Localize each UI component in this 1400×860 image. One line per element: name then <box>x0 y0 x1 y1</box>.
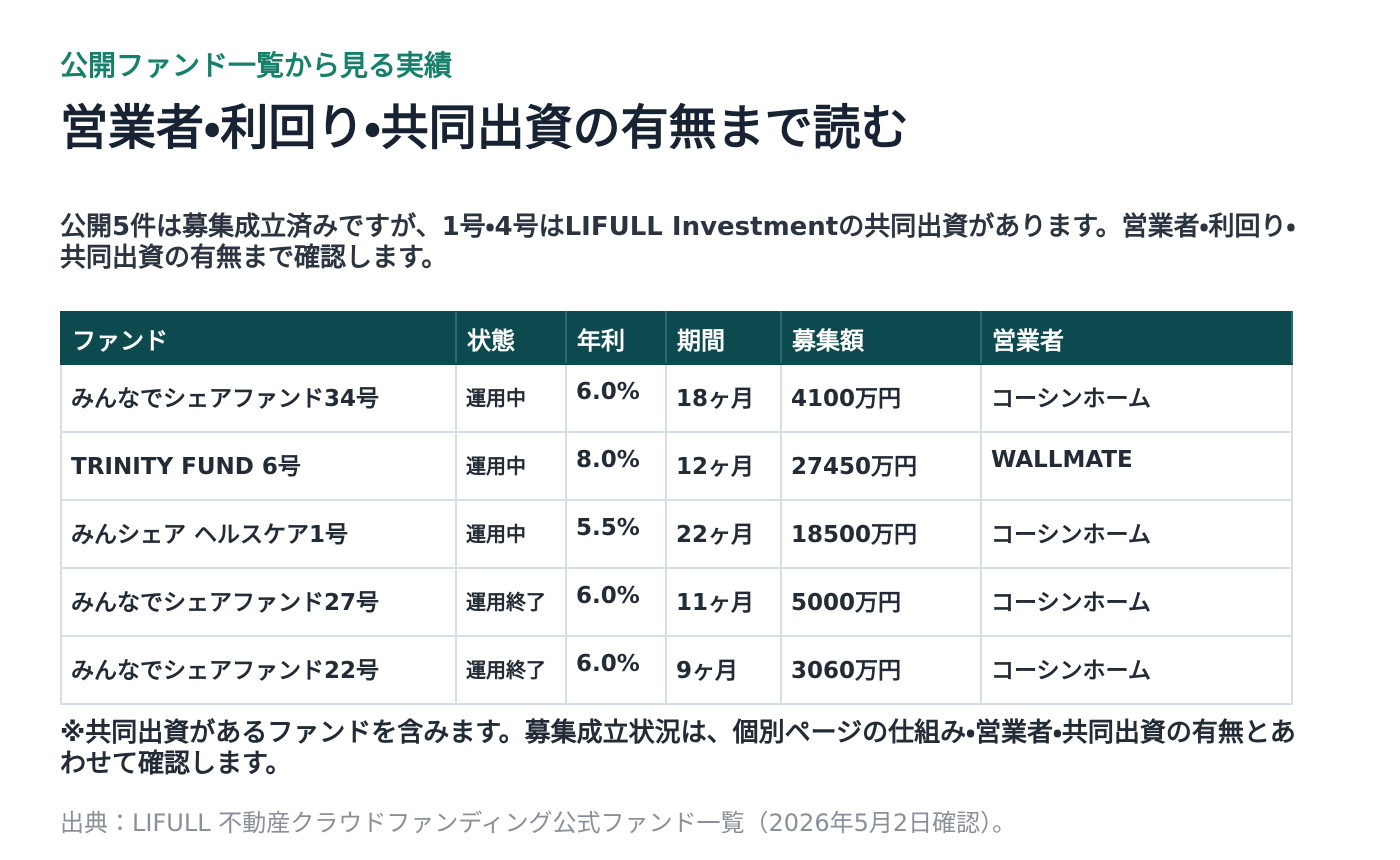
table-cell: 運用終了 <box>455 567 567 637</box>
table-cell: 18500万円 <box>780 499 982 569</box>
table-row: みんなでシェアファンド34号 運用中 6.0% 18ヶ月 4100万円 コーシンホーム <box>60 363 1293 433</box>
table-cell: WALLMATE <box>980 431 1293 501</box>
table-row: みんなでシェアファンド22号 運用終了 6.0% 9ヶ月 3060万円 コーシンホーム <box>60 635 1293 705</box>
table-cell: 3060万円 <box>780 635 982 705</box>
table-body: みんなでシェアファンド34号 運用中 6.0% 18ヶ月 4100万円 コーシンホーム TR… <box>60 363 1293 705</box>
table-row: TRINITY FUND 6号 運用中 8.0% 12ヶ月 27450万円 WALLMAT… <box>60 431 1293 501</box>
table-cell: コーシンホーム <box>980 567 1293 637</box>
header-row: ファンド 状態 年利 期間 募集額 営業者 <box>60 311 1293 365</box>
table-cell: 6.0% <box>565 363 667 433</box>
source: 出典：LIFULL 不動産クラウドファンディング公式ファンド一覧（2026年5月… <box>60 809 1017 837</box>
table-cell: 6.0% <box>565 567 667 637</box>
table-cell: コーシンホーム <box>980 635 1293 705</box>
table-cell: TRINITY FUND 6号 <box>60 431 457 501</box>
title: 営業者・利回り・共同出資の有無まで読む <box>60 100 909 156</box>
header-cell: 年利 <box>565 311 667 365</box>
header-cell: ファンド <box>60 311 457 365</box>
header-cell: 期間 <box>665 311 782 365</box>
table-cell: 運用中 <box>455 363 567 433</box>
table-cell: 18ヶ月 <box>665 363 782 433</box>
table-cell: 8.0% <box>565 431 667 501</box>
table-cell: 12ヶ月 <box>665 431 782 501</box>
header-cell: 状態 <box>455 311 567 365</box>
header-cell: 営業者 <box>980 311 1293 365</box>
table-cell: 4100万円 <box>780 363 982 433</box>
table-cell: 運用中 <box>455 431 567 501</box>
table-cell: みんなでシェアファンド34号 <box>60 363 457 433</box>
table-cell: みんなでシェアファンド22号 <box>60 635 457 705</box>
table-cell: 運用中 <box>455 499 567 569</box>
table-cell: 9ヶ月 <box>665 635 782 705</box>
table-cell: みんシェア ヘルスケア1号 <box>60 499 457 569</box>
table-cell: 6.0% <box>565 635 667 705</box>
fund-table: ファンド 状態 年利 期間 募集額 営業者 みんなでシェアファンド34号 運用中 6.0% 18… <box>60 311 1293 705</box>
note: ※共同出資があるファンドを含みます。募集成立状況は、個別ページの仕組み・営業者・… <box>60 718 1296 779</box>
table-cell: 運用終了 <box>455 635 567 705</box>
table-cell: コーシンホーム <box>980 363 1293 433</box>
table-cell: みんなでシェアファンド27号 <box>60 567 457 637</box>
table-cell: 5.5% <box>565 499 667 569</box>
lead: 公開5件は募集成立済みですが、1号・4号はLIFULL Investmentの共… <box>60 212 1296 273</box>
table-cell: コーシンホーム <box>980 499 1293 569</box>
table-cell: 27450万円 <box>780 431 982 501</box>
eyebrow: 公開ファンド一覧から見る実績 <box>60 49 453 82</box>
table-cell: 22ヶ月 <box>665 499 782 569</box>
header-cell: 募集額 <box>780 311 982 365</box>
table-cell: 11ヶ月 <box>665 567 782 637</box>
table-cell: 5000万円 <box>780 567 982 637</box>
table-row: みんシェア ヘルスケア1号 運用中 5.5% 22ヶ月 18500万円 コーシンホーム <box>60 499 1293 569</box>
table-row: みんなでシェアファンド27号 運用終了 6.0% 11ヶ月 5000万円 コーシンホーム <box>60 567 1293 637</box>
